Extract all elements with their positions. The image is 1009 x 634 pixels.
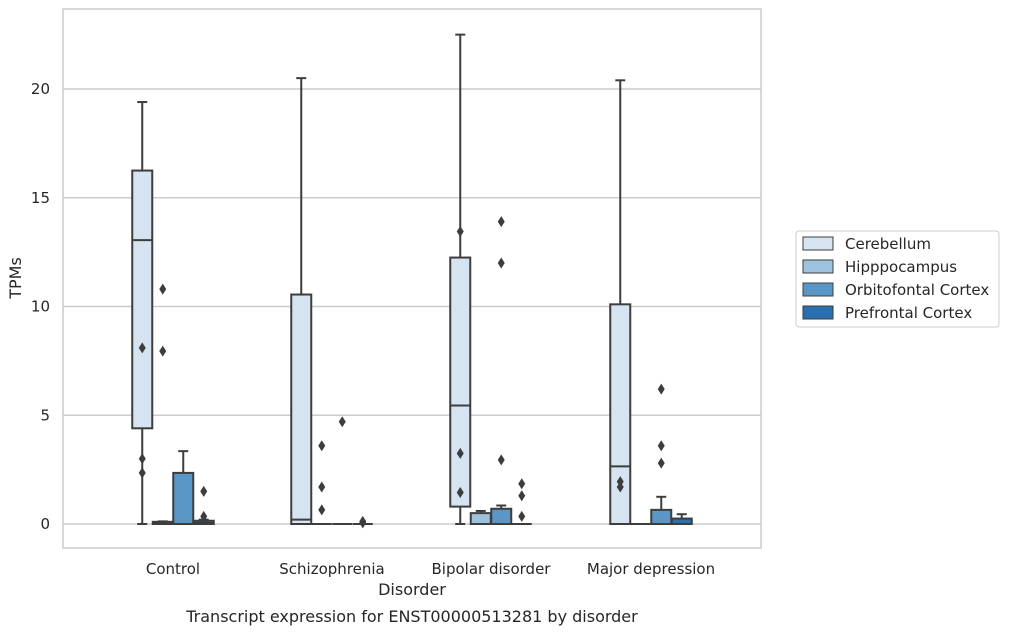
- outlier-point: [497, 257, 505, 269]
- outlier-point: [138, 342, 146, 354]
- box-2-3: [511, 478, 532, 525]
- legend-label: Cerebellum: [845, 235, 931, 253]
- box-iqr: [131, 169, 154, 430]
- legend-swatch: [802, 236, 834, 251]
- outlier-point: [616, 481, 624, 493]
- chart-caption: Transcript expression for ENST0000051328…: [185, 607, 638, 626]
- grid: [63, 88, 761, 525]
- box-2-0: [449, 33, 472, 525]
- outlier-point: [497, 216, 505, 228]
- box-iqr: [172, 471, 195, 526]
- x-tick-label: Bipolar disorder: [432, 560, 552, 578]
- box-1-2: [332, 416, 353, 525]
- y-axis-ticks: 0 5 10 15 20: [31, 80, 50, 533]
- box-3-3: [670, 513, 693, 525]
- outlier-point: [200, 485, 208, 497]
- box-2-1: [469, 509, 492, 525]
- box-iqr: [650, 508, 673, 525]
- box-0-0: [131, 101, 154, 525]
- outlier-point: [518, 490, 526, 502]
- outlier-point: [138, 453, 146, 465]
- box-0-1: [151, 283, 174, 526]
- outlier-point: [456, 225, 464, 237]
- box-1-1: [311, 440, 332, 525]
- box-1-3: [352, 515, 373, 529]
- box-1-0: [290, 77, 313, 525]
- x-axis-ticks: Control Schizophrenia Bipolar disorder Majo…: [146, 560, 715, 578]
- legend-swatch: [802, 305, 834, 320]
- outlier-point: [200, 510, 208, 522]
- legend: Cerebellum Hipppocampus Orbitofontal Corte…: [795, 230, 1000, 328]
- outlier-point: [518, 510, 526, 522]
- legend-frame: [795, 230, 1000, 328]
- outlier-point: [456, 447, 464, 459]
- outlier-point: [159, 283, 167, 295]
- box-iqr: [490, 507, 513, 525]
- legend-label: Hipppocampus: [845, 258, 957, 276]
- outlier-point: [318, 481, 326, 493]
- outlier-point: [338, 416, 346, 428]
- boxes: [131, 33, 693, 529]
- box-iqr: [469, 512, 492, 525]
- box-3-2: [650, 383, 673, 525]
- y-tick-label: 15: [31, 189, 50, 207]
- outlier-point: [497, 454, 505, 466]
- x-tick-label: Schizophrenia: [279, 560, 384, 578]
- outlier-point: [518, 478, 526, 490]
- outlier-point: [318, 504, 326, 516]
- legend-swatch: [802, 259, 834, 274]
- legend-label: Orbitofontal Cortex: [845, 281, 989, 299]
- outlier-point: [318, 440, 326, 452]
- y-tick-label: 5: [40, 406, 50, 424]
- plot-area: [62, 8, 762, 549]
- outlier-point: [159, 345, 167, 357]
- legend-label: Prefrontal Cortex: [845, 304, 972, 322]
- y-tick-label: 0: [40, 515, 50, 533]
- outlier-point: [657, 440, 665, 452]
- box-3-0: [609, 79, 632, 526]
- outlier-point: [657, 457, 665, 469]
- y-tick-label: 20: [31, 80, 50, 98]
- box-iqr: [449, 256, 472, 508]
- legend-swatch: [802, 282, 834, 297]
- y-axis-label: TPMs: [6, 257, 25, 300]
- outlier-point: [359, 517, 367, 529]
- outlier-point: [657, 383, 665, 395]
- y-tick-label: 10: [31, 298, 50, 316]
- x-tick-label: Control: [146, 560, 200, 578]
- x-tick-label: Major depression: [587, 560, 715, 578]
- box-0-2: [172, 450, 195, 526]
- box-iqr: [290, 293, 313, 525]
- outlier-point: [456, 486, 464, 498]
- box-0-3: [192, 485, 215, 525]
- box-2-2: [490, 216, 513, 525]
- x-axis-label: Disorder: [378, 580, 446, 599]
- box-iqr: [609, 303, 632, 526]
- outlier-point: [138, 467, 146, 479]
